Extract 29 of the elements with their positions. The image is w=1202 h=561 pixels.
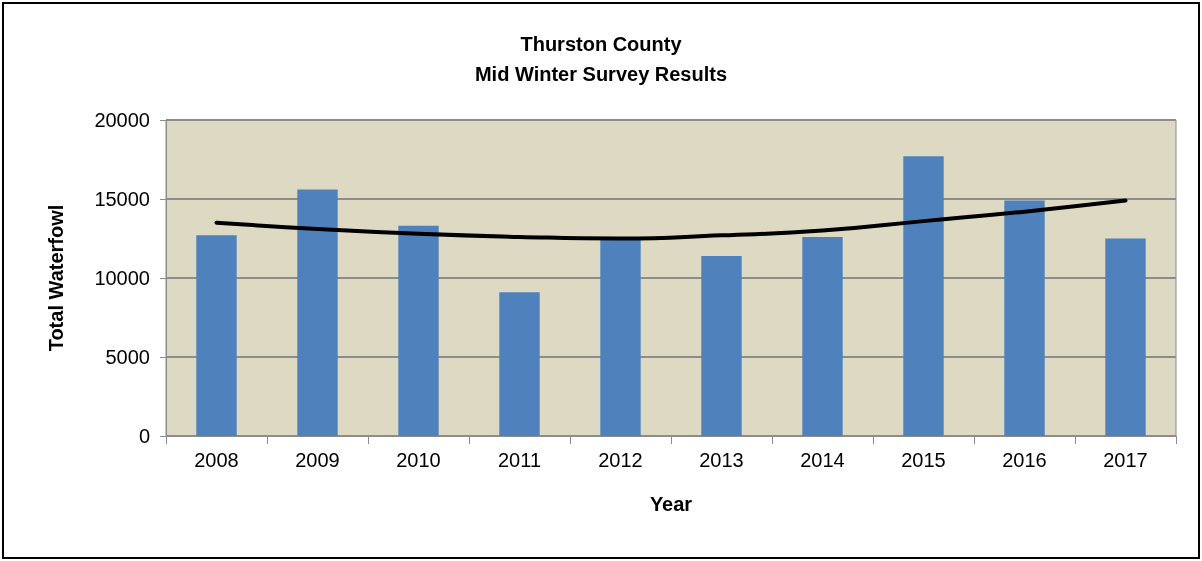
line-series: [214, 198, 1128, 241]
bar: [499, 292, 540, 436]
y-tick-label: 10000: [94, 267, 150, 289]
bar: [297, 189, 338, 436]
y-tick-label: 5000: [105, 346, 150, 368]
bar: [903, 156, 944, 436]
x-tick-label: 2010: [396, 449, 441, 471]
x-tick-label: 2016: [1002, 449, 1047, 471]
x-tick-label: 2009: [295, 449, 340, 471]
x-tick-label: 2013: [699, 449, 744, 471]
bar: [1004, 200, 1045, 436]
bar: [1105, 238, 1146, 436]
bar: [600, 238, 641, 436]
y-tick-label: 15000: [94, 188, 150, 210]
x-tick-label: 2008: [194, 449, 239, 471]
bar: [196, 235, 237, 436]
bar: [398, 225, 439, 436]
y-tick-label: 20000: [94, 109, 150, 131]
x-axis-title: Year: [649, 493, 693, 515]
x-tick-label: 2017: [1103, 449, 1148, 471]
x-tick-label: 2011: [497, 449, 542, 471]
x-tick-label: 2015: [901, 449, 946, 471]
y-axis-title: Total Waterfowl: [45, 204, 67, 352]
y-tick-label: 0: [138, 425, 150, 447]
bar: [701, 255, 742, 436]
x-tick-label: 2014: [800, 449, 845, 471]
x-tick-label: 2012: [598, 449, 643, 471]
chart-title: Thurston County Mid Winter Survey Results: [474, 33, 728, 85]
bar: [802, 236, 843, 436]
